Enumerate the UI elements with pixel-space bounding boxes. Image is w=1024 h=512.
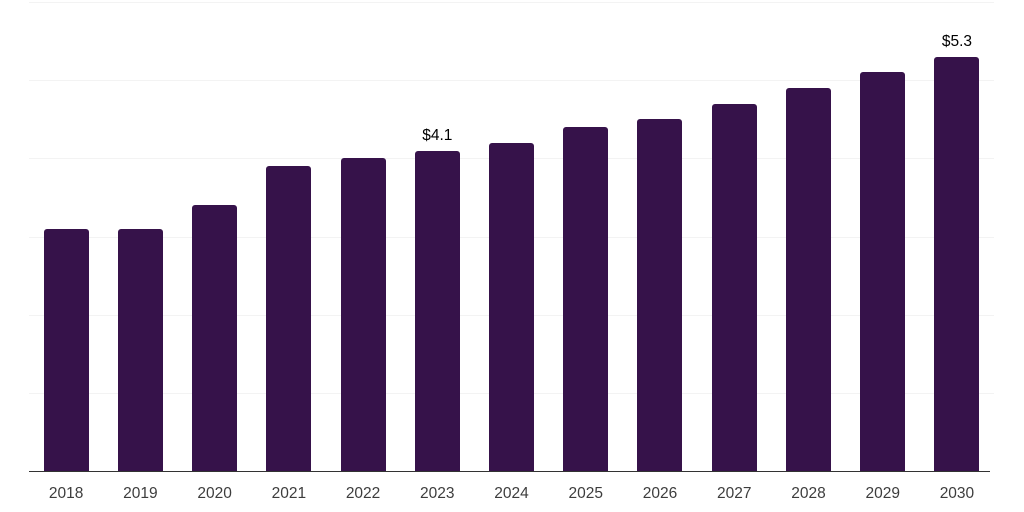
bar-2030 (934, 56, 980, 471)
bar-2022 (340, 158, 386, 471)
bar-cell: $4.1 (400, 2, 474, 471)
x-tick-label: 2029 (865, 485, 900, 502)
bar-cell (252, 2, 326, 471)
bar-2018 (43, 228, 89, 471)
bar-2026 (637, 119, 683, 471)
bar-cell (771, 2, 845, 471)
bar-cell (103, 2, 177, 471)
bar-cell (326, 2, 400, 471)
bar-cell (177, 2, 251, 471)
plot-area: $4.1 $5.3 (29, 2, 994, 471)
bar-2029 (860, 72, 906, 471)
x-tick-label: 2021 (271, 485, 307, 502)
x-tick-label: 2018 (48, 485, 84, 502)
x-tick-label: 2027 (716, 485, 752, 502)
bar-2020 (192, 205, 238, 471)
x-axis-line (29, 470, 990, 472)
x-tick-label: 2022 (345, 485, 381, 502)
bar-2024 (489, 142, 535, 471)
x-tick-label: 2026 (642, 485, 678, 502)
bar-cell (623, 2, 697, 471)
x-tick-label: 2024 (494, 485, 529, 502)
x-tick-label: 2028 (791, 485, 826, 502)
x-axis-labels: 2018 2019 2020 2021 2022 2023 2024 2025 2026 2027… (29, 485, 994, 503)
bar-value-label: $5.3 (941, 33, 973, 51)
x-tick-label: 2025 (568, 485, 603, 502)
x-tick-label: 2030 (939, 485, 975, 502)
bar-cell (29, 2, 103, 471)
bar-cell (846, 2, 920, 471)
bar-2027 (711, 103, 757, 471)
bars-row: $4.1 $5.3 (29, 2, 994, 471)
gridline (29, 2, 994, 3)
gridline (29, 80, 994, 82)
x-tick-label: 2020 (197, 485, 232, 502)
x-tick-label: 2023 (420, 485, 455, 502)
bar-value-label: $4.1 (422, 127, 453, 145)
bar-2028 (785, 87, 831, 471)
bar-2023 (414, 150, 460, 471)
x-tick-label: 2019 (123, 485, 158, 502)
bar-cell: $5.3 (920, 2, 994, 471)
bar-cell (697, 2, 771, 471)
bar-2021 (266, 166, 312, 471)
bar-cell (549, 2, 623, 471)
bar-2025 (563, 127, 609, 471)
bar-2019 (117, 228, 163, 471)
bar-cell (474, 2, 548, 471)
